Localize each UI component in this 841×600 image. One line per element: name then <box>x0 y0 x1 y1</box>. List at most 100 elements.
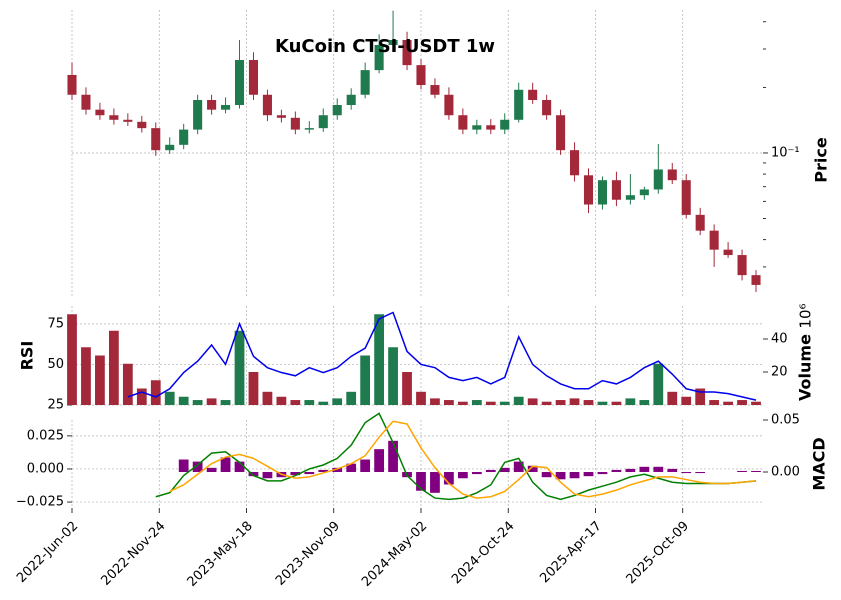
bar <box>457 472 468 479</box>
bar <box>499 467 510 473</box>
bar <box>485 469 496 473</box>
candle-body <box>500 119 510 130</box>
bar <box>67 314 77 405</box>
bar <box>206 398 217 405</box>
bar <box>262 391 273 405</box>
y-axis-label: RSI <box>18 341 37 371</box>
bar <box>527 465 538 473</box>
bar <box>583 472 594 477</box>
bar <box>611 469 622 473</box>
bar <box>499 401 510 405</box>
chart-title: KuCoin CTSI-USDT 1w <box>275 36 495 57</box>
candle-body <box>681 180 691 215</box>
bar <box>402 372 412 405</box>
bar <box>318 469 329 473</box>
line <box>127 311 757 401</box>
candle-body <box>402 39 412 66</box>
y-tick-label: 0.025 <box>27 428 64 443</box>
candle-body <box>262 94 272 116</box>
bar <box>136 388 147 405</box>
bar <box>318 401 329 405</box>
bar <box>178 396 189 405</box>
bar <box>597 472 608 475</box>
x-tick-label: 2023-Nov-09 <box>273 519 343 589</box>
candle-body <box>388 39 398 45</box>
candle-body <box>486 125 496 130</box>
bar <box>667 468 678 473</box>
bar <box>444 400 454 405</box>
y-tick-label: 0.000 <box>27 461 64 476</box>
candle-body <box>695 214 705 231</box>
candle-body <box>179 129 189 145</box>
y2-tick-label: 0.00 <box>771 465 800 480</box>
x-tick-label: 2022-Jun-02 <box>14 519 81 586</box>
bar <box>95 355 105 405</box>
bar <box>192 400 203 405</box>
bar <box>346 463 357 473</box>
bar <box>695 388 706 405</box>
bar <box>430 398 440 405</box>
bar <box>653 363 664 405</box>
bar <box>513 461 524 473</box>
bar <box>611 401 622 405</box>
bar <box>709 400 720 405</box>
candle-body <box>556 115 566 151</box>
candle-body <box>81 94 91 110</box>
candle-body <box>625 195 635 200</box>
bar <box>304 472 315 475</box>
y-tick-label: 50 <box>47 357 64 372</box>
bar <box>625 398 636 405</box>
bar <box>555 472 566 480</box>
bar <box>248 372 259 405</box>
candle-body <box>137 121 147 129</box>
bar <box>332 398 343 405</box>
bar <box>751 401 761 405</box>
bar <box>332 467 343 473</box>
candle-body <box>514 89 524 120</box>
candle-body <box>653 169 663 190</box>
candle-body <box>472 125 482 130</box>
bar <box>583 400 594 405</box>
bar <box>416 472 426 491</box>
bar <box>513 396 524 405</box>
bar <box>751 470 761 473</box>
candle-body <box>570 150 580 176</box>
candle-body <box>639 189 649 196</box>
y2-tick-label: 20 <box>771 365 788 380</box>
bar <box>541 401 552 405</box>
candle-body <box>207 100 217 110</box>
bar <box>639 400 650 405</box>
bar <box>430 472 440 493</box>
candle-body <box>416 65 426 86</box>
bar <box>290 472 301 476</box>
x-tick-label: 2024-May-02 <box>359 519 430 590</box>
bar <box>695 472 706 474</box>
candle-body <box>290 117 300 130</box>
bar <box>388 347 398 405</box>
bar <box>416 391 426 405</box>
x-tick-label: 2025-Oct-09 <box>624 519 692 587</box>
bar <box>681 472 692 474</box>
candle-body <box>374 44 384 71</box>
bar <box>164 391 175 405</box>
candle-body <box>95 109 105 116</box>
bar <box>625 468 636 473</box>
y-axis-label: MACD <box>810 437 829 490</box>
bar <box>681 396 692 405</box>
y2-tick-label: 0.05 <box>771 413 800 428</box>
candle-body <box>430 85 440 95</box>
y-axis-label: Price <box>812 137 831 183</box>
bar <box>122 363 133 405</box>
candle-body <box>234 60 245 106</box>
bar <box>541 472 552 478</box>
bar <box>639 466 650 473</box>
x-tick-label: 2022-Nov-24 <box>99 519 169 589</box>
y-tick-label: 25 <box>47 398 64 413</box>
bar <box>374 449 384 473</box>
candle-body <box>667 169 677 181</box>
y-tick-label: −0.025 <box>16 495 64 510</box>
bar <box>346 391 357 405</box>
candle-body <box>737 255 747 276</box>
bar <box>234 330 245 405</box>
candle-body <box>751 275 761 285</box>
